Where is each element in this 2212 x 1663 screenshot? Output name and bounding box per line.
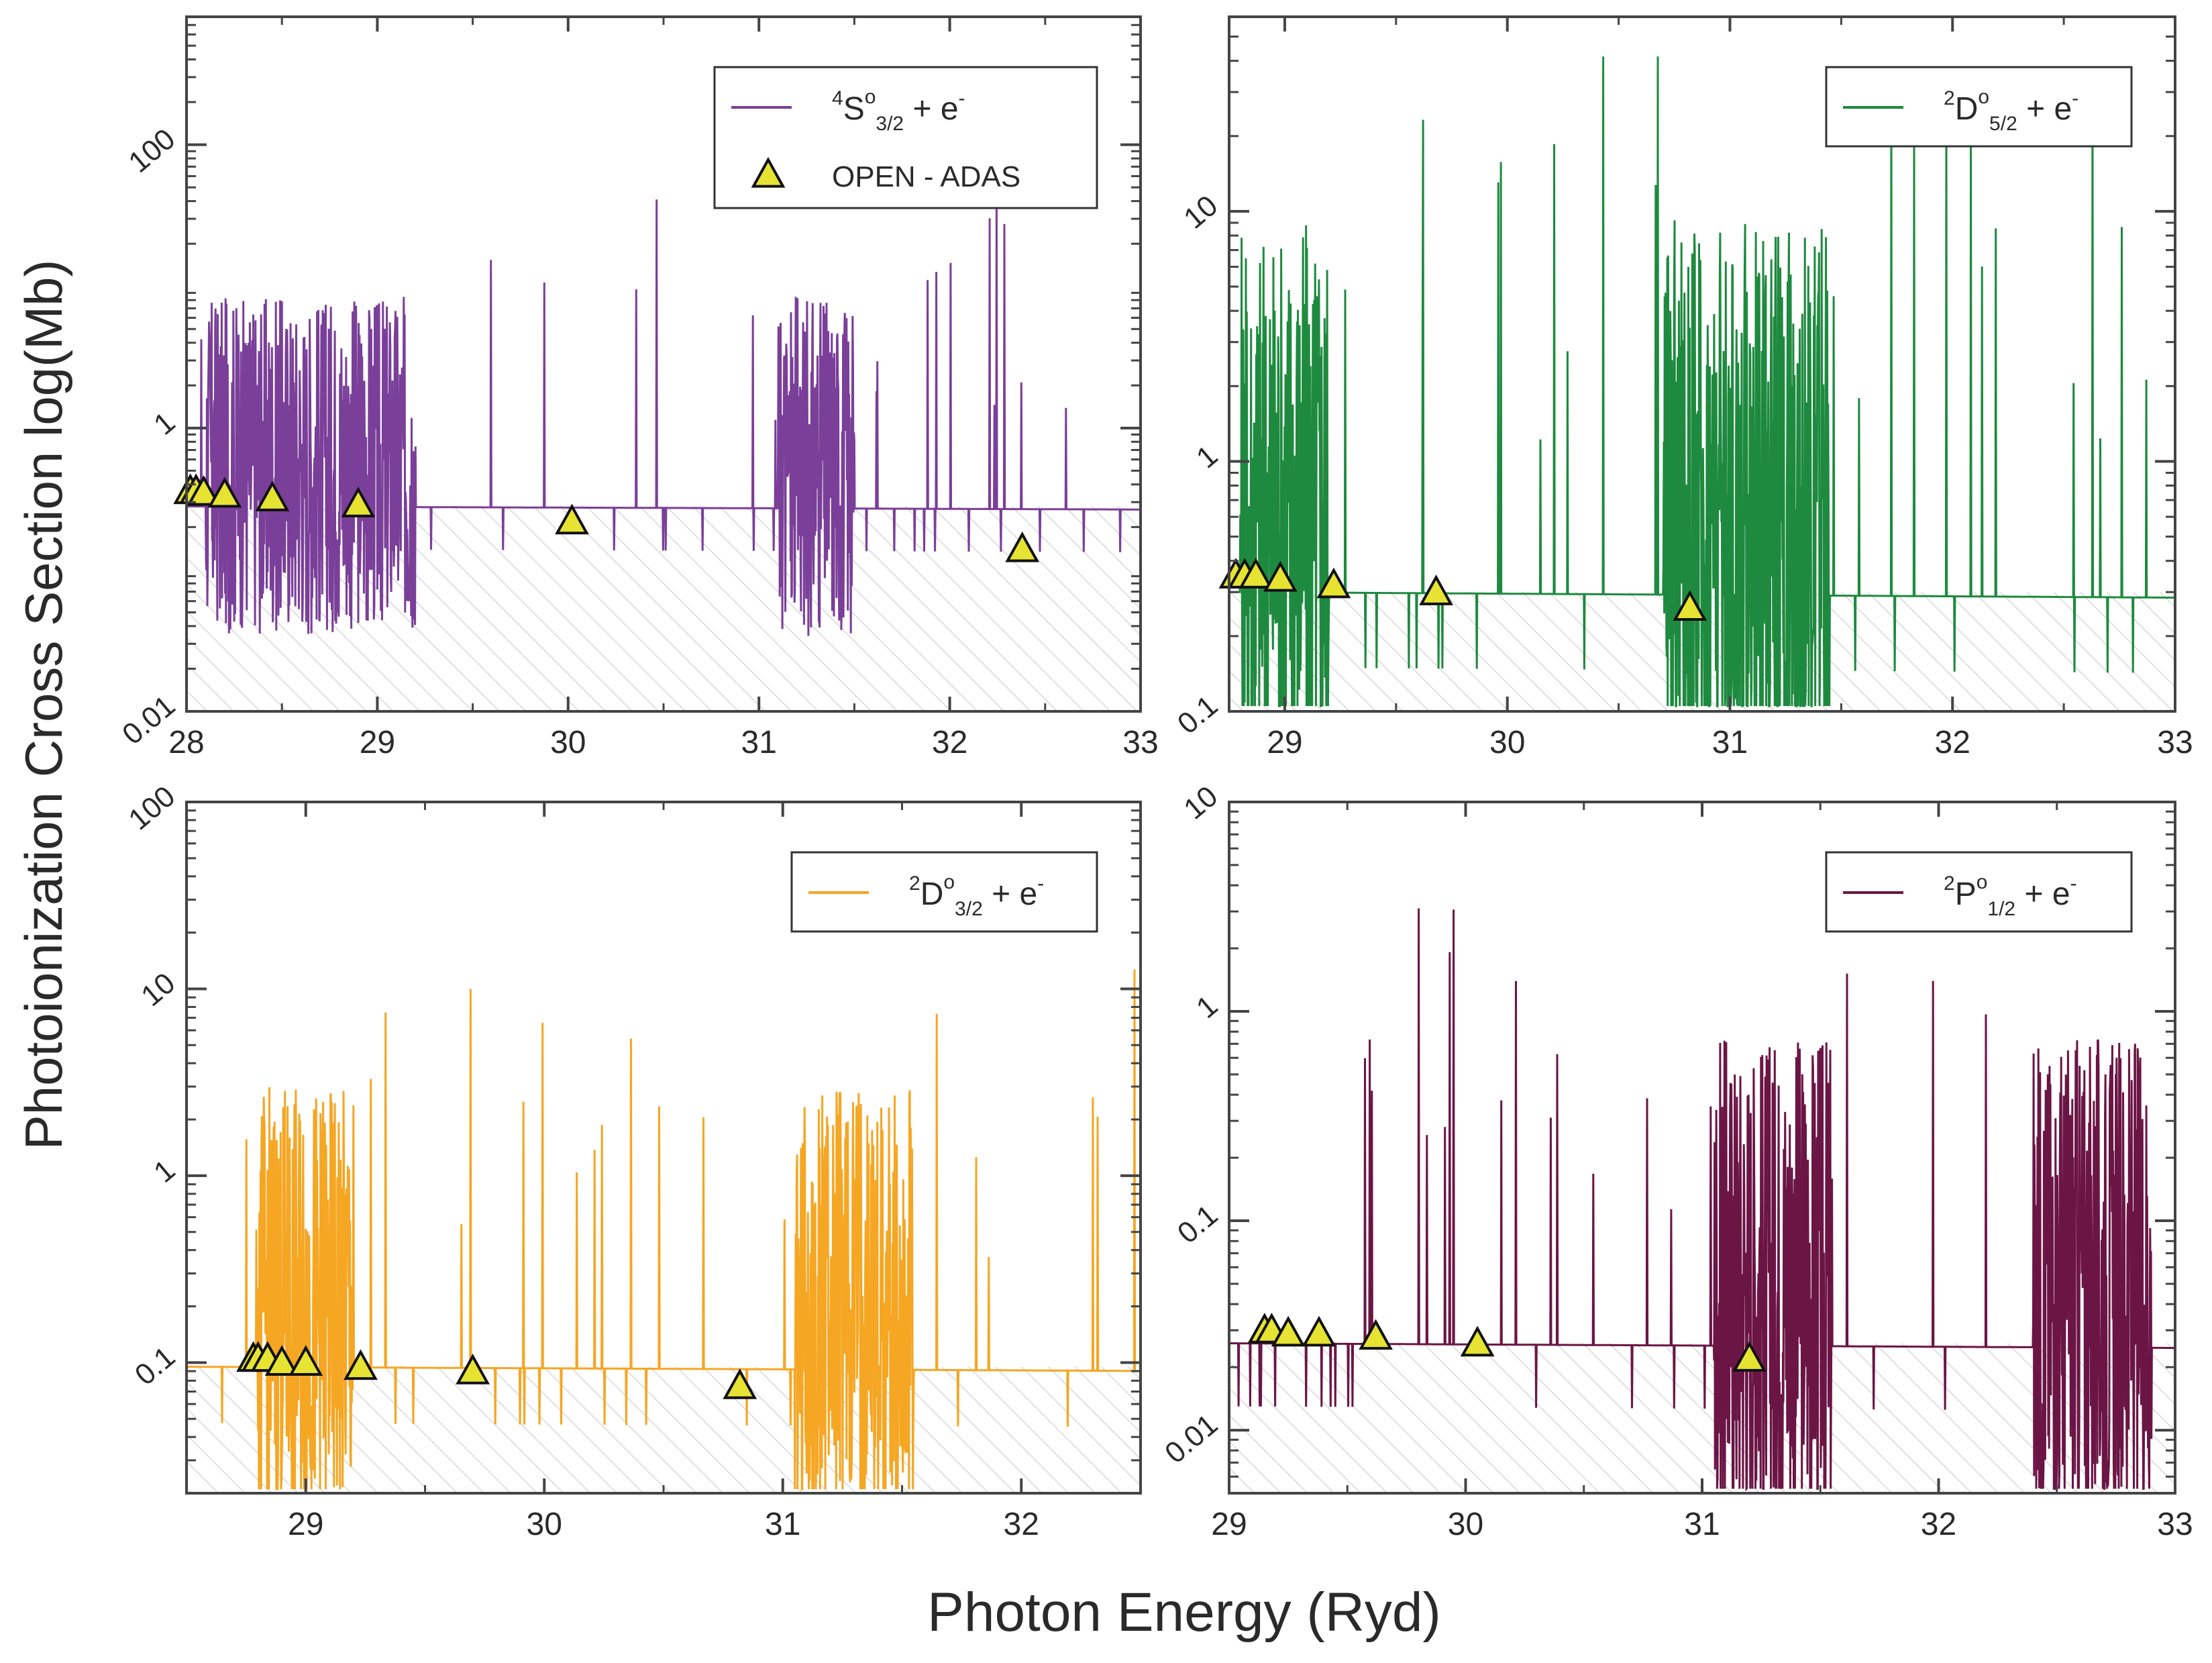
x-tick-label: 31 [741, 725, 777, 760]
adas-marker [264, 1345, 299, 1376]
x-tick-label: 30 [1489, 725, 1525, 760]
x-tick-label: 29 [1211, 1507, 1247, 1542]
legend: 2Do3/2 + e- [790, 851, 1098, 933]
legend: 2Po1/2 + e- [1825, 851, 2133, 933]
y-tick-label: 1 [1190, 439, 1224, 474]
adas-marker [1732, 1341, 1767, 1372]
y-tick-label: 0.1 [1171, 1199, 1224, 1250]
legend-marker [751, 156, 786, 188]
y-tick-label: 0.1 [129, 1340, 181, 1392]
cross-section-line [187, 199, 1141, 636]
y-tick-label: 10 [1177, 780, 1224, 826]
adas-marker [723, 1368, 757, 1399]
legend-label: 2Do5/2 + e- [1944, 86, 2078, 135]
x-tick-label: 30 [550, 725, 586, 760]
x-tick-label: 32 [932, 725, 967, 760]
legend-label: 2Po1/2 + e- [1944, 871, 2077, 920]
chart-panel-bottom-left: 29 30 31 32 0.1 1 10 100 2Do3/2 + e- [123, 780, 1142, 1542]
y-tick-label: 10 [135, 966, 181, 1013]
cross-section-line [187, 969, 1141, 1491]
adas-marker [1359, 1319, 1393, 1350]
x-tick-label: 29 [1267, 725, 1302, 760]
x-tick-label: 30 [527, 1507, 562, 1542]
adas-marker [1263, 560, 1298, 592]
legend: 2Do5/2 + e- [1825, 66, 2133, 148]
adas-marker [1302, 1315, 1336, 1347]
legend-marker-label: OPEN - ADAS [832, 160, 1020, 193]
x-tick-label: 31 [1712, 725, 1748, 760]
y-tick-label: 100 [123, 780, 182, 837]
panels: 28 29 30 31 32 33 0.01 1 100 4So3/2 + e- OPEN - AD… [116, 15, 2193, 1542]
x-axis-title: Photon Energy (Ryd) [927, 1582, 1441, 1643]
legend-label: 4So3/2 + e- [832, 86, 965, 135]
y-axis-title: Photoionization Cross Section log(Mb) [14, 260, 73, 1150]
x-tick-label: 32 [1935, 725, 1970, 760]
adas-marker [341, 487, 376, 517]
legend: 4So3/2 + e- OPEN - ADAS [713, 66, 1098, 209]
y-tick-label: 10 [1177, 189, 1224, 236]
adas-marker [255, 481, 290, 511]
x-tick-label: 28 [168, 725, 204, 760]
x-tick-label: 31 [765, 1507, 800, 1542]
adas-marker [1239, 558, 1273, 589]
adas-marker [1673, 590, 1707, 621]
legend-label: 2Do3/2 + e- [909, 871, 1044, 920]
adas-marker [1005, 531, 1040, 562]
x-tick-label: 32 [1921, 1507, 1956, 1542]
chart-panel-top-right: 29 30 31 32 33 0.1 1 10 2Do5/2 + e- [1171, 15, 2193, 760]
adas-marker [344, 1349, 378, 1380]
y-tick-label: 100 [123, 122, 182, 179]
x-tick-label: 33 [2157, 725, 2193, 760]
x-tick-label: 29 [360, 725, 395, 760]
cross-section-line [1229, 56, 2175, 707]
adas-marker [456, 1353, 490, 1384]
x-tick-label: 29 [288, 1507, 323, 1542]
adas-marker [555, 503, 589, 535]
y-tick-label: 0.01 [1159, 1408, 1224, 1470]
x-tick-label: 33 [1122, 725, 1158, 760]
adas-marker [207, 476, 242, 508]
adas-marker [1419, 574, 1453, 605]
y-tick-label: 0.1 [1171, 689, 1224, 741]
chart-panel-bottom-right: 29 30 31 32 33 0.01 0.1 1 10 2Po1/2 + e- [1159, 780, 2193, 1542]
y-tick-label: 1 [148, 1154, 181, 1189]
adas-marker [288, 1345, 323, 1376]
y-tick-label: 1 [148, 406, 181, 442]
x-tick-label: 33 [2157, 1507, 2193, 1542]
adas-marker [1271, 1315, 1306, 1347]
x-tick-label: 32 [1004, 1507, 1039, 1542]
background-region [1229, 1343, 2175, 1493]
adas-marker [187, 474, 221, 506]
x-tick-label: 30 [1448, 1507, 1483, 1542]
adas-marker [1460, 1325, 1495, 1357]
plot-frame [1228, 15, 2176, 713]
x-tick-label: 31 [1684, 1507, 1720, 1542]
adas-marker [1316, 567, 1351, 599]
y-tick-label: 1 [1190, 989, 1224, 1025]
